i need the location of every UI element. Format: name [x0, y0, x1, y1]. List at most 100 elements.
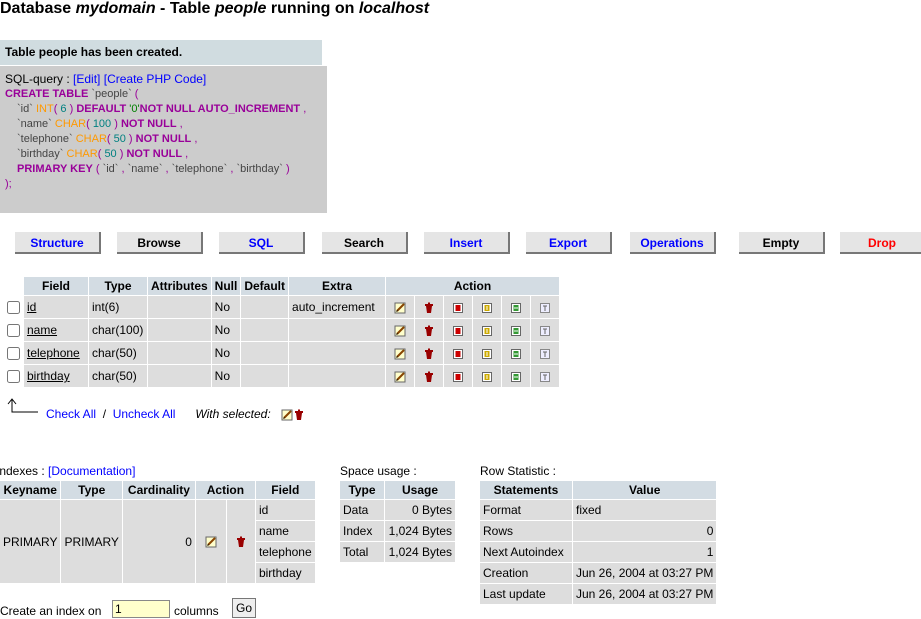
index-type-cell: PRIMARY — [61, 500, 122, 583]
field-cell: name — [24, 319, 88, 341]
icon-unique[interactable] — [510, 302, 522, 314]
icon-unique[interactable] — [510, 348, 522, 360]
sql-token: , — [227, 163, 237, 175]
tab[interactable]: Browse — [117, 232, 203, 254]
tab[interactable]: Search — [322, 232, 408, 254]
sql-link[interactable]: [Edit] — [73, 72, 101, 86]
icon-drop[interactable] — [423, 302, 435, 314]
sql-token: INT — [35, 103, 54, 115]
check-all-link[interactable]: Check All — [46, 407, 97, 421]
checkbox-cell — [3, 365, 23, 387]
field-name-link[interactable]: telephone — [27, 346, 80, 360]
row-statistic-label: Row Statistic : — [480, 464, 557, 478]
action-cell — [444, 342, 473, 364]
sql-link[interactable]: [Create PHP Code] — [103, 72, 207, 86]
tab[interactable]: Drop — [840, 232, 921, 254]
checkbox-cell — [3, 319, 23, 341]
header-row: Type Usage — [340, 481, 455, 499]
icon-fulltext[interactable] — [539, 302, 551, 314]
sql-line: PRIMARY KEY ( `id` , `name` , `telephone… — [5, 162, 327, 177]
statement-cell: Rows — [480, 521, 572, 541]
space-usage-cell: 1,024 Bytes — [385, 521, 455, 541]
index-columns-input[interactable] — [112, 600, 170, 618]
sql-token: ) — [66, 103, 77, 115]
icon-index[interactable] — [481, 302, 493, 314]
extra-cell — [289, 319, 386, 341]
statistic-row: Last update Jun 26, 2004 at 03:27 PM — [480, 584, 717, 604]
icon-index[interactable] — [481, 348, 493, 360]
icon-edit[interactable] — [394, 325, 406, 337]
icon-edit[interactable] — [394, 348, 406, 360]
tab[interactable]: Empty — [739, 232, 825, 254]
icon-drop[interactable] — [423, 348, 435, 360]
icon-drop[interactable] — [235, 536, 247, 548]
title-segment: mydomain — [75, 0, 156, 17]
tab[interactable]: Structure — [15, 232, 101, 254]
index-field-cell: telephone — [255, 542, 315, 562]
icon-unique[interactable] — [510, 371, 522, 383]
action-cell — [386, 319, 415, 341]
field-name-link[interactable]: id — [27, 300, 37, 314]
icon-primary[interactable] — [452, 371, 464, 383]
index-edit-cell — [195, 500, 226, 583]
row-checkbox[interactable] — [7, 323, 20, 337]
icon-primary[interactable] — [452, 302, 464, 314]
column-header: Null — [211, 277, 241, 295]
sql-label: SQL-query : — [5, 72, 70, 86]
uncheck-all-link[interactable]: Uncheck All — [112, 407, 176, 421]
separator: / — [102, 407, 107, 421]
icon-primary[interactable] — [452, 348, 464, 360]
icon-primary[interactable] — [452, 325, 464, 337]
sql-token: , — [182, 148, 189, 160]
icon-fulltext[interactable] — [539, 371, 551, 383]
tab[interactable]: Operations — [630, 232, 716, 254]
index-field-cell: birthday — [255, 563, 315, 583]
sql-token: 50 — [104, 148, 117, 160]
go-button[interactable]: Go — [232, 598, 257, 618]
tab[interactable]: SQL — [219, 232, 305, 254]
documentation-link[interactable]: [Documentation] — [48, 464, 136, 478]
sql-line: CREATE TABLE `people` ( — [5, 87, 327, 102]
icon-edit[interactable] — [205, 536, 217, 548]
icon-drop[interactable] — [293, 409, 305, 421]
statistic-row: Next Autoindex 1 — [480, 542, 717, 562]
icon-fulltext[interactable] — [539, 325, 551, 337]
icon-unique[interactable] — [510, 325, 522, 337]
icon-edit[interactable] — [281, 409, 293, 421]
icon-edit[interactable] — [394, 371, 406, 383]
index-row: birthday — [0, 563, 315, 583]
column-header: Default — [241, 277, 289, 295]
tab[interactable]: Export — [526, 232, 612, 254]
tab[interactable]: Insert — [424, 232, 510, 254]
row-checkbox[interactable] — [7, 300, 20, 314]
sql-token: NOT NULL AUTO_INCREMENT — [139, 103, 301, 115]
icon-index[interactable] — [481, 371, 493, 383]
checkbox-cell — [3, 342, 23, 364]
row-checkbox[interactable] — [7, 346, 20, 360]
action-cell — [415, 342, 444, 364]
icon-drop[interactable] — [423, 325, 435, 337]
action-cell — [531, 365, 560, 387]
type-cell: char(50) — [89, 365, 147, 387]
index-drop-cell — [226, 500, 255, 583]
statistic-value-cell: fixed — [573, 500, 717, 520]
icon-drop[interactable] — [423, 371, 435, 383]
space-type-cell: Data — [340, 500, 384, 520]
field-name-link[interactable]: name — [27, 323, 58, 337]
sql-token: ); — [5, 178, 12, 190]
sql-token: ) — [111, 118, 121, 130]
statistic-row: Format fixed — [480, 500, 717, 520]
with-selected-label: With selected: — [195, 407, 271, 421]
icon-index[interactable] — [481, 325, 493, 337]
icon-fulltext[interactable] — [539, 348, 551, 360]
sql-token: CHAR — [54, 118, 87, 130]
indexes-label: Indexes : — [0, 464, 45, 478]
field-name-link[interactable]: birthday — [27, 369, 70, 383]
field-row: name char(100) No — [3, 319, 560, 341]
action-cell — [531, 319, 560, 341]
action-cell — [386, 365, 415, 387]
column-header: Type — [89, 277, 147, 295]
row-checkbox[interactable] — [7, 369, 20, 383]
icon-edit[interactable] — [394, 302, 406, 314]
